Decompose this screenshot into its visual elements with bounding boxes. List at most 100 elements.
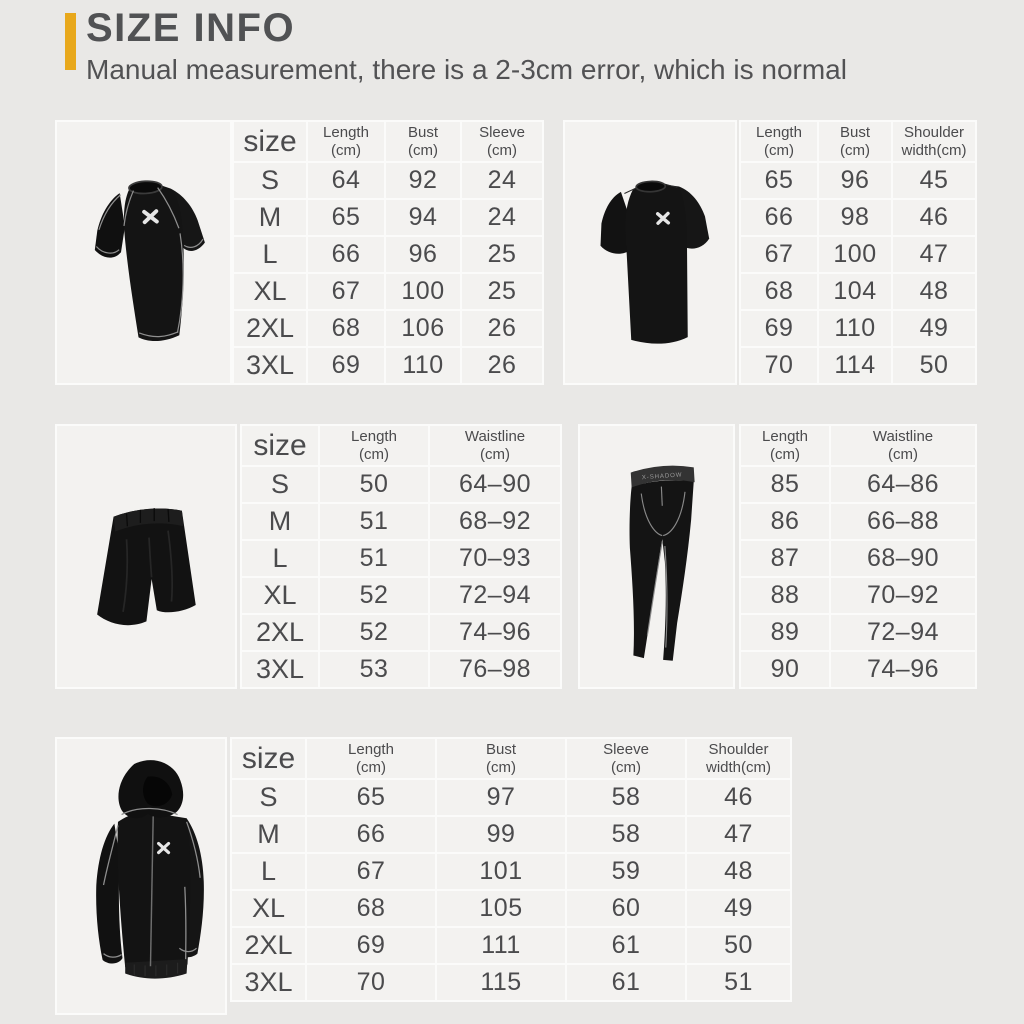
table-row: 88 70–92 [741,578,975,613]
value-cell: 25 [462,237,542,272]
value-cell: 65 [308,200,384,235]
value-cell: 111 [437,928,565,963]
size-label: 3XL [242,652,318,687]
table-row: M 66 99 58 47 [232,817,790,852]
size-corner-header: size [232,739,305,778]
value-cell: 50 [687,928,790,963]
shorts-illustration [97,507,196,625]
compression-shirt-illustration [94,179,205,341]
torso [123,182,184,341]
value-cell: 67 [307,854,435,889]
value-cell: 64 [308,163,384,198]
table-row: S 65 97 58 46 [232,780,790,815]
value-cell: 52 [320,615,428,650]
value-cell: 26 [462,348,542,383]
fabric-folds [122,530,174,612]
size-label: 2XL [242,615,318,650]
value-cell: 25 [462,274,542,309]
loose-tshirt-photo [563,120,737,385]
value-cell: 64–86 [831,467,975,502]
value-cell: 96 [386,237,460,272]
leggings-size-table: Length (cm) Waistline (cm) 85 64–86 86 66–88 87 6… [739,424,977,689]
size-table-loose-tshirt: Length (cm) Bust (cm) Shoulder width(cm) 65 96 4… [739,120,977,385]
value-cell: 104 [819,274,891,309]
table-row: 67 100 47 [741,237,975,272]
size-label: S [232,780,305,815]
value-cell: 89 [741,615,829,650]
size-corner-header: size [234,122,306,161]
column-header: Bust (cm) [386,122,460,161]
value-cell: 67 [741,237,817,272]
table-row: S 50 64–90 [242,467,560,502]
value-cell: 48 [687,854,790,889]
value-cell: 46 [893,200,975,235]
table-row: M 65 94 24 [234,200,542,235]
contrast-stitching [102,807,201,960]
table-row: 87 68–90 [741,541,975,576]
value-cell: 92 [386,163,460,198]
size-corner-header: size [242,426,318,465]
table-row: 86 66–88 [741,504,975,539]
table-row: 66 98 46 [741,200,975,235]
value-cell: 53 [320,652,428,687]
size-label: 3XL [234,348,306,383]
value-cell: 59 [567,854,685,889]
shorts-size-table: size Length (cm) Waistline (cm) S 50 64–90 M 51 68… [240,424,562,689]
value-cell: 68 [307,891,435,926]
table-row: XL 68 105 60 49 [232,891,790,926]
value-cell: 69 [308,348,384,383]
column-header: Sleeve (cm) [462,122,542,161]
hood-opening [143,776,173,807]
table-row: 68 104 48 [741,274,975,309]
brand-x-logo [141,208,159,224]
value-cell: 66–88 [831,504,975,539]
value-cell: 70–93 [430,541,560,576]
contrast-stitching [640,486,686,648]
table-row: XL 67 100 25 [234,274,542,309]
size-label: M [242,504,318,539]
shorts-photo [55,424,237,689]
zipper [149,816,154,967]
brand-x-logo [655,211,671,225]
compression-shirt-size-table: size Length (cm) Bust (cm) Sleeve (cm) S 64 92 24 M… [232,120,544,385]
value-cell: 66 [307,817,435,852]
left-sleeve [600,191,634,254]
value-cell: 110 [386,348,460,383]
torso [625,182,688,344]
table-row: L 51 70–93 [242,541,560,576]
table-row: S 64 92 24 [234,163,542,198]
collar [635,180,667,193]
table-row: 3XL 70 115 61 51 [232,965,790,1000]
value-cell: 26 [462,311,542,346]
value-cell: 52 [320,578,428,613]
compression-shirt-photo [55,120,232,385]
size-table-leggings: Length (cm) Waistline (cm) 85 64–86 86 66–88 87 6… [739,424,977,689]
value-cell: 64–90 [430,467,560,502]
table-header-row: size Length (cm) Bust (cm) Sleeve (cm) Shoulder… [232,739,790,778]
size-label: L [234,237,306,272]
waistband [113,507,184,531]
value-cell: 68–90 [831,541,975,576]
table-header-row: size Length (cm) Waistline (cm) [242,426,560,465]
table-row: L 67 101 59 48 [232,854,790,889]
table-row: 90 74–96 [741,652,975,687]
shorts-body [97,507,196,625]
size-table-hoodie: size Length (cm) Bust (cm) Sleeve (cm) Shoulder… [230,737,792,1002]
value-cell: 70 [741,348,817,383]
column-header: Length (cm) [320,426,428,465]
value-cell: 50 [893,348,975,383]
value-cell: 51 [320,541,428,576]
table-row: 69 110 49 [741,311,975,346]
value-cell: 100 [386,274,460,309]
value-cell: 100 [819,237,891,272]
value-cell: 86 [741,504,829,539]
table-header-row: size Length (cm) Bust (cm) Sleeve (cm) [234,122,542,161]
value-cell: 65 [307,780,435,815]
value-cell: 70–92 [831,578,975,613]
value-cell: 47 [893,237,975,272]
table-row: 89 72–94 [741,615,975,650]
table-row: 2XL 68 106 26 [234,311,542,346]
value-cell: 68 [308,311,384,346]
value-cell: 114 [819,348,891,383]
